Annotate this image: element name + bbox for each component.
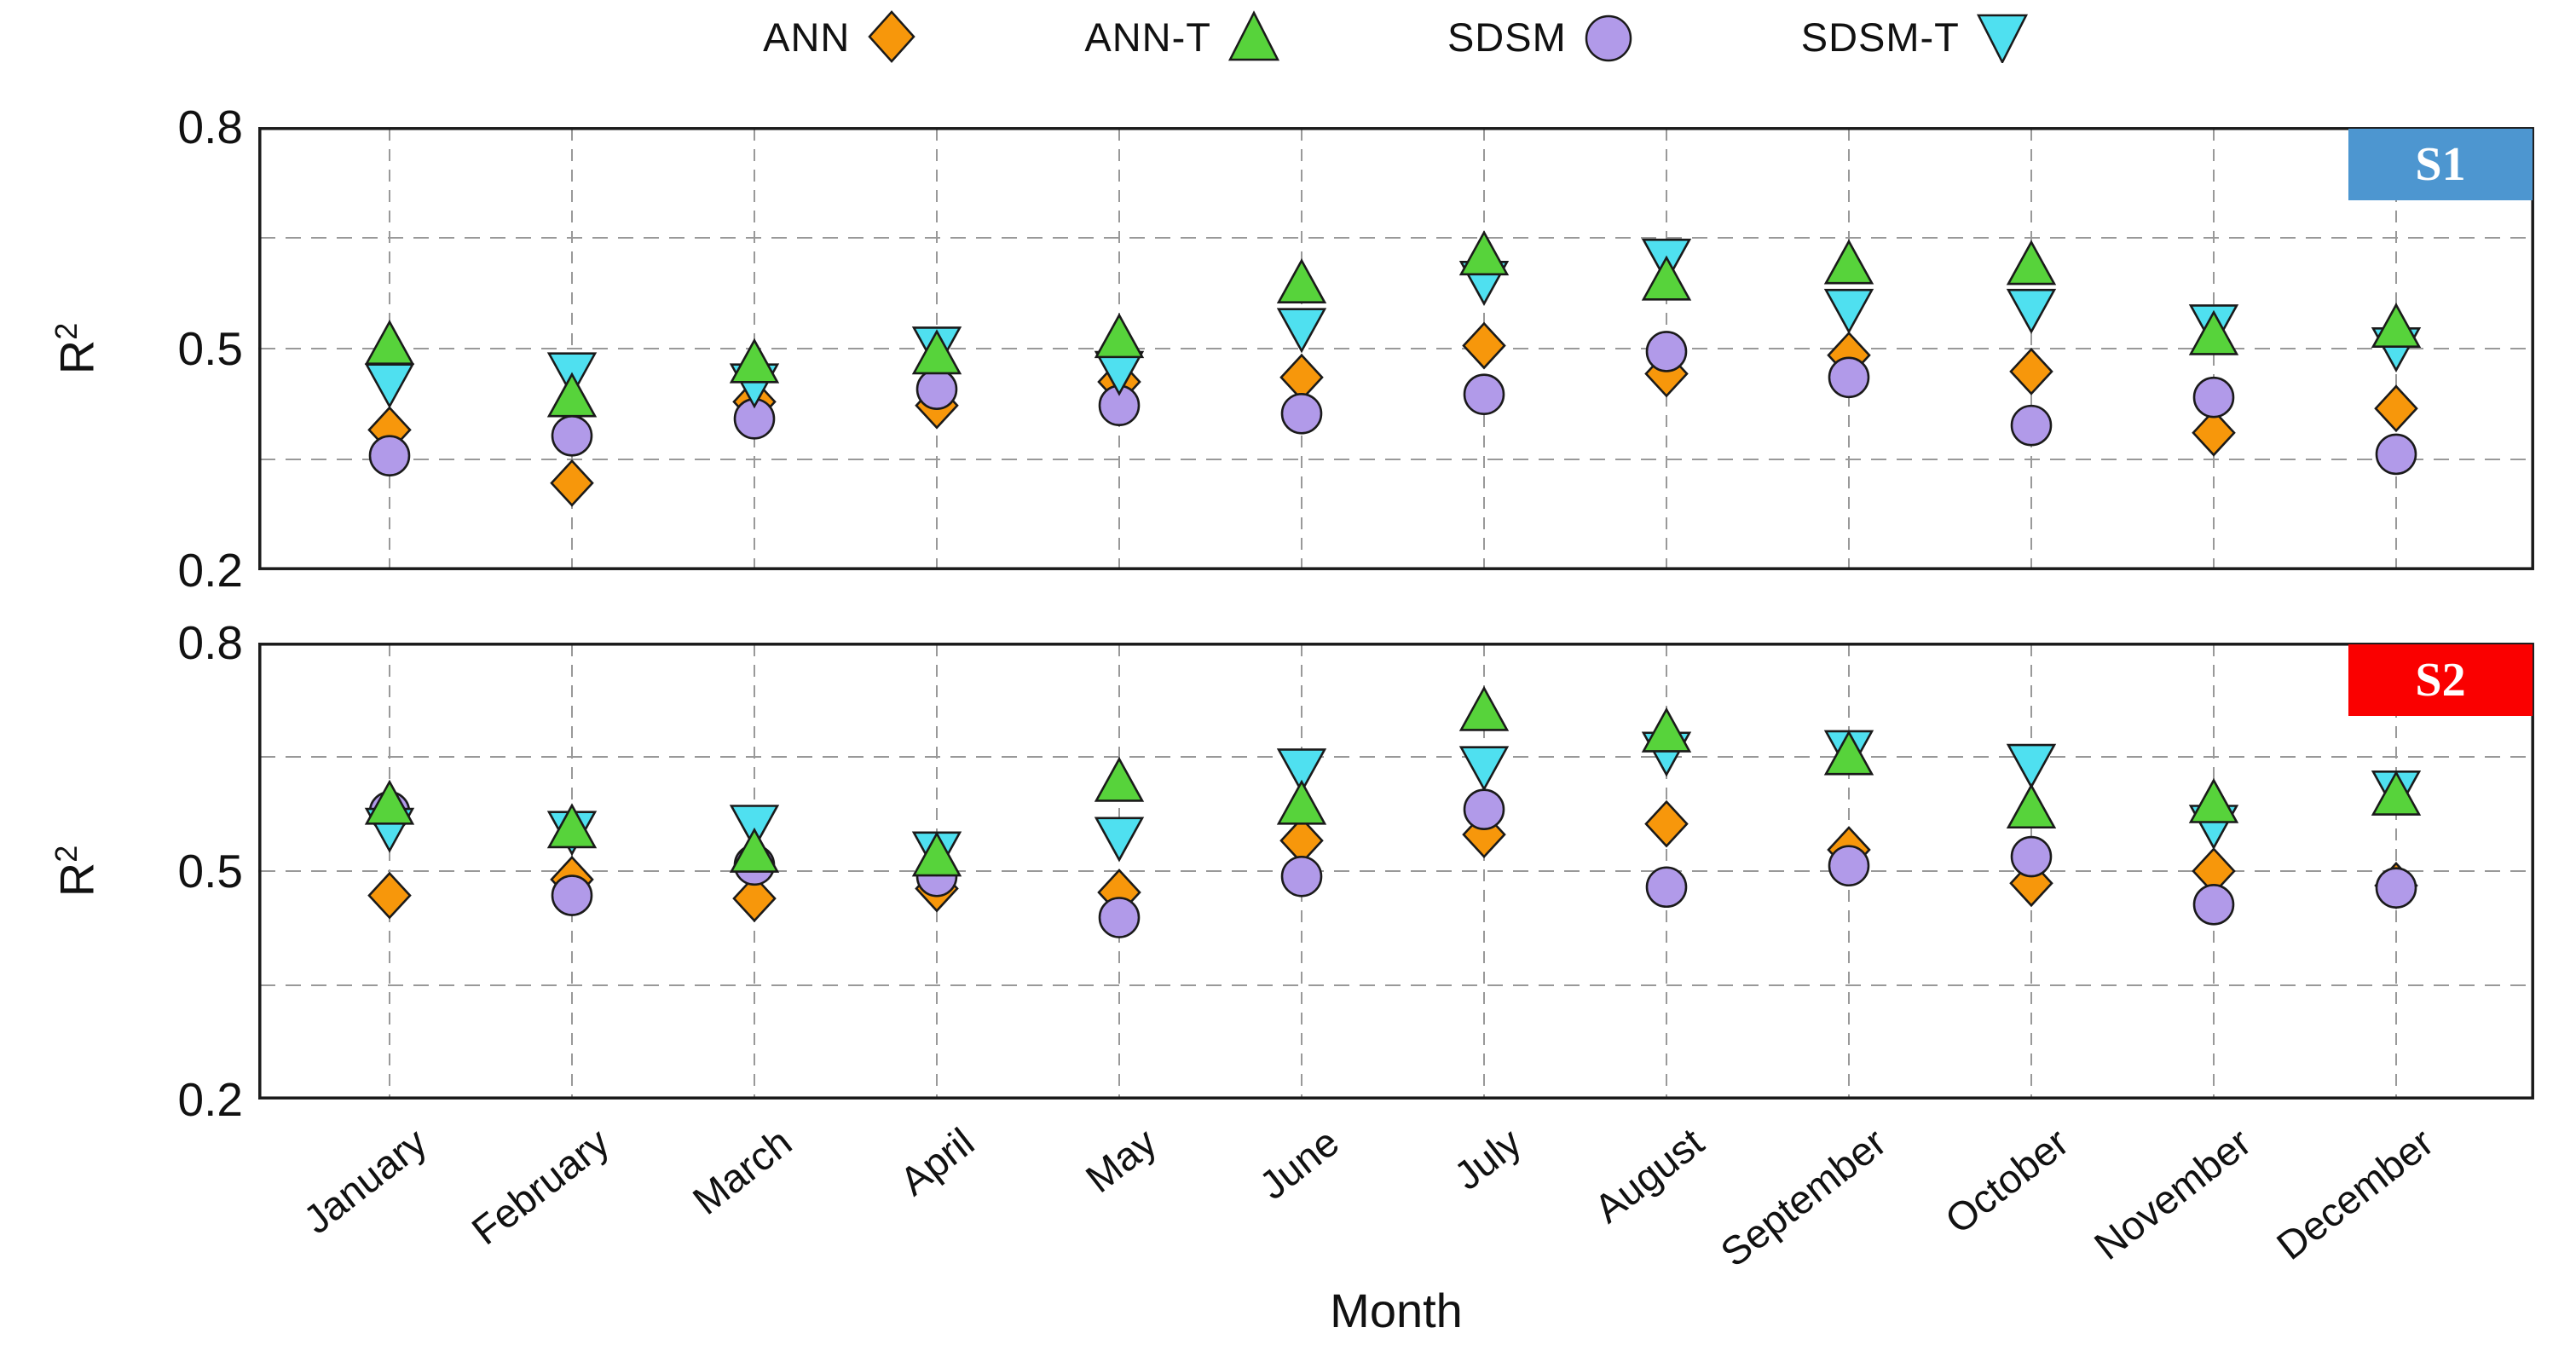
panel-s1-badge: S1 — [2348, 129, 2533, 200]
marker-sdsm-september — [1828, 845, 1870, 887]
marker-sdsm-t-september — [1823, 288, 1874, 334]
marker-sdsm-t-october — [2006, 743, 2057, 789]
marker-ann-december — [2374, 384, 2418, 433]
marker-ann-t-march — [729, 338, 780, 384]
diamond-icon — [868, 10, 916, 63]
x-tick-label-december: December — [2267, 1118, 2442, 1269]
marker-sdsm-t-june — [1276, 748, 1327, 794]
marker-ann-t-december — [2371, 770, 2422, 816]
marker-ann-t-august — [1641, 707, 1692, 753]
marker-sdsm-february — [551, 874, 593, 916]
marker-ann-t-december — [2371, 303, 2422, 349]
marker-sdsm-t-july — [1458, 746, 1510, 792]
legend-item-ann-t: ANN-T — [1084, 10, 1281, 63]
marker-sdsm-t-june — [1276, 308, 1327, 354]
marker-ann-t-may — [1094, 756, 1145, 802]
marker-sdsm-june — [1280, 392, 1323, 435]
y-tick-label-s1: 0.2 — [177, 544, 243, 597]
marker-sdsm-october — [2010, 835, 2053, 878]
panel-s1-plot — [258, 127, 2534, 570]
marker-sdsm-november — [2192, 376, 2235, 418]
y-tick-label-s2: 0.2 — [177, 1073, 243, 1126]
legend-item-ann: ANN — [763, 9, 918, 65]
marker-ann-august — [1644, 799, 1689, 848]
marker-sdsm-august — [1645, 331, 1688, 372]
marker-sdsm-november — [2192, 884, 2235, 926]
marker-sdsm-january — [368, 435, 411, 476]
marker-ann-july — [1462, 321, 1506, 370]
legend: ANN ANN-T SDSM SDSM-T — [258, 0, 2534, 73]
marker-ann-t-may — [1094, 313, 1145, 359]
marker-sdsm-may — [1098, 897, 1141, 938]
marker-ann-t-july — [1458, 685, 1510, 731]
marker-sdsm-october — [2010, 404, 2053, 447]
marker-ann-t-april — [911, 831, 962, 877]
marker-ann-t-july — [1458, 230, 1510, 276]
marker-ann-t-august — [1641, 255, 1692, 301]
marker-sdsm-july — [1463, 373, 1505, 416]
x-axis-label: Month — [1330, 1284, 1463, 1337]
marker-sdsm-august — [1645, 866, 1688, 909]
legend-label-ann-t: ANN-T — [1084, 14, 1211, 60]
y-tick-label-s1: 0.5 — [177, 322, 243, 375]
marker-ann-march — [732, 874, 777, 923]
triangle-up-icon — [1227, 10, 1279, 61]
marker-ann-november — [2192, 408, 2236, 457]
marker-ann-february — [550, 459, 594, 507]
marker-ann-t-june — [1276, 779, 1327, 825]
marker-ann-t-october — [2006, 783, 2057, 829]
marker-ann-t-september — [1823, 239, 1874, 285]
marker-ann-t-march — [729, 827, 780, 873]
marker-ann-october — [2009, 347, 2053, 395]
legend-item-sdsm: SDSM — [1447, 10, 1635, 63]
marker-ann-t-november — [2188, 777, 2239, 823]
marker-ann-t-january — [364, 319, 415, 365]
marker-sdsm-july — [1463, 788, 1505, 830]
marker-ann-t-february — [546, 372, 598, 418]
triangle-down-icon — [1976, 14, 2028, 63]
marker-ann-t-june — [1276, 258, 1327, 304]
y-tick-label-s2: 0.8 — [177, 616, 243, 669]
marker-ann-t-october — [2006, 240, 2057, 286]
marker-ann-january — [367, 871, 412, 920]
marker-sdsm-april — [915, 368, 958, 410]
y-tick-label-s2: 0.5 — [177, 845, 243, 898]
marker-ann-t-september — [1823, 730, 1874, 776]
circle-icon — [1585, 14, 1632, 62]
marker-ann-t-february — [546, 803, 598, 849]
marker-ann-t-april — [911, 329, 962, 375]
marker-ann-t-november — [2188, 309, 2239, 355]
legend-label-ann: ANN — [763, 14, 851, 60]
panel-s2-plot — [258, 643, 2534, 1100]
marker-sdsm-t-october — [2006, 288, 2057, 334]
marker-sdsm-december — [2375, 433, 2417, 476]
marker-sdsm-t-january — [364, 363, 415, 409]
panel-s2-badge: S2 — [2348, 644, 2533, 716]
legend-label-sdsm-t: SDSM-T — [1800, 14, 1960, 60]
marker-sdsm-t-may — [1094, 817, 1145, 863]
legend-item-sdsm-t: SDSM-T — [1801, 10, 2030, 63]
marker-sdsm-june — [1280, 855, 1323, 898]
marker-sdsm-september — [1828, 356, 1870, 399]
marker-sdsm-february — [551, 414, 593, 457]
legend-label-sdsm: SDSM — [1447, 14, 1567, 60]
y-tick-label-s1: 0.8 — [177, 101, 243, 153]
marker-sdsm-t-march — [729, 805, 780, 851]
marker-ann-t-january — [364, 779, 415, 825]
marker-sdsm-december — [2375, 867, 2417, 909]
